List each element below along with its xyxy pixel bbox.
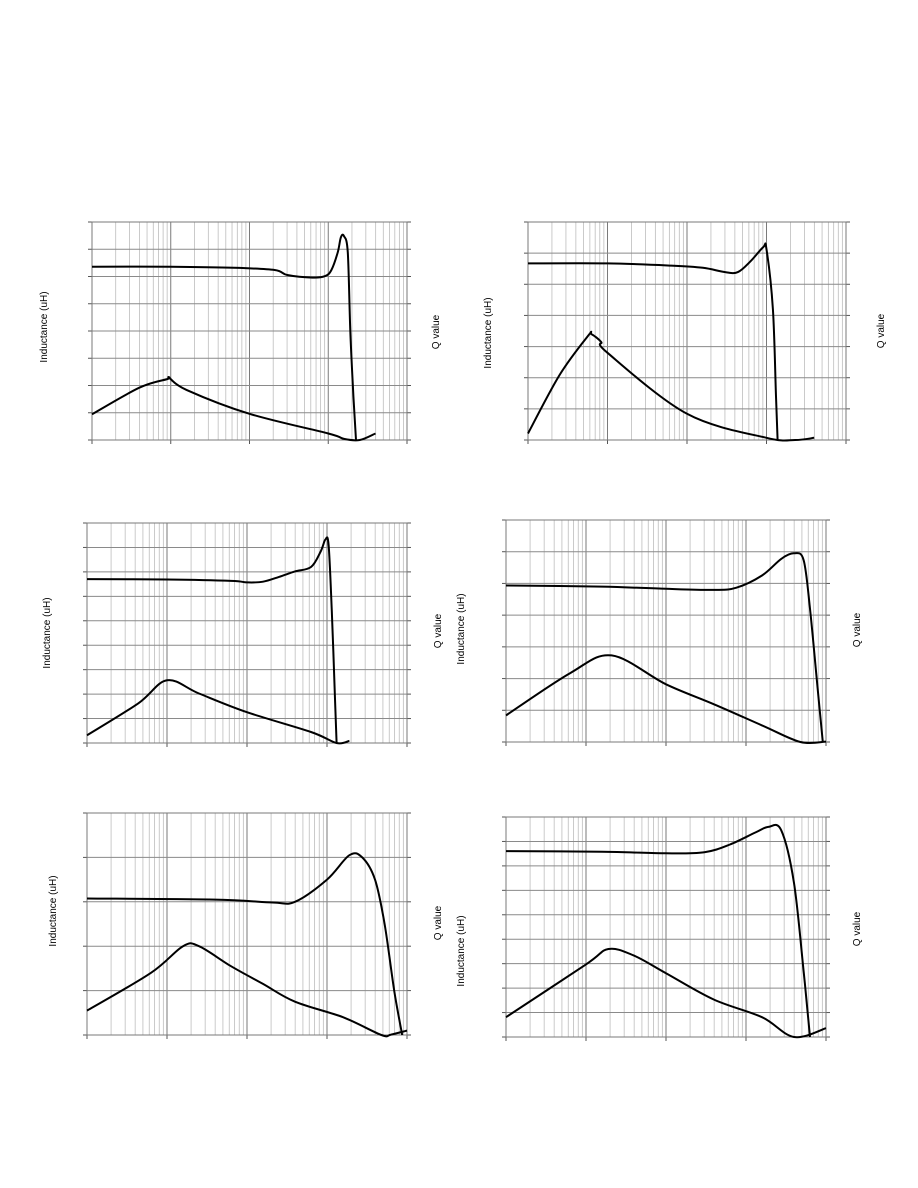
y-axis-label-inductance: Inductance (uH) — [456, 593, 467, 664]
y-axis-label-q-value: Q value — [433, 905, 444, 940]
y-axis-label-inductance: Inductance (uH) — [39, 291, 50, 362]
inductance-curve — [505, 552, 824, 743]
q-value-curve — [86, 679, 350, 745]
y-axis-label-inductance: Inductance (uH) — [483, 297, 494, 368]
y-axis-label-q-value: Q value — [852, 911, 863, 946]
y-axis-label-inductance: Inductance (uH) — [456, 915, 467, 986]
grid — [88, 221, 411, 444]
chart-panel-3: Inductance (uH) Q value — [42, 522, 444, 747]
inductance-curve — [86, 852, 404, 1036]
plot-frame — [505, 519, 827, 743]
q-value-curve — [527, 330, 815, 442]
q-value-curve — [86, 942, 408, 1038]
y-axis-label-q-value: Q value — [876, 313, 887, 348]
inductance-curve — [505, 823, 811, 1038]
inductance-curve — [86, 536, 338, 744]
y-axis-label-q-value: Q value — [433, 613, 444, 648]
grid — [83, 522, 411, 747]
inductance-curve — [527, 242, 779, 441]
grid — [524, 221, 850, 444]
chart-panel-6: Inductance (uH) Q value — [456, 816, 863, 1041]
y-axis-label-inductance: Inductance (uH) — [42, 597, 53, 668]
q-value-curve — [505, 654, 827, 745]
inductance-curve — [91, 233, 357, 441]
q-value-curve — [505, 947, 827, 1039]
plot-frame — [527, 221, 847, 441]
grid — [502, 519, 830, 746]
q-value-curve — [91, 376, 376, 442]
chart-panel-4: Inductance (uH) Q value — [456, 519, 863, 746]
plot-frame — [505, 816, 827, 1038]
plot-frame — [86, 522, 408, 744]
y-axis-label-q-value: Q value — [852, 612, 863, 647]
chart-panel-5: Inductance (uH) Q value — [48, 812, 444, 1039]
chart-panel-1: Inductance (uH) Q value — [39, 221, 442, 444]
grid — [83, 812, 411, 1039]
y-axis-label-q-value: Q value — [431, 314, 442, 349]
plot-frame — [86, 812, 408, 1036]
y-axis-label-inductance: Inductance (uH) — [48, 875, 59, 946]
plot-frame — [91, 221, 408, 441]
chart-panel-2: Inductance (uH) Q value — [483, 221, 887, 444]
